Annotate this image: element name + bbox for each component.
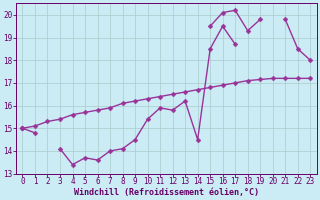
X-axis label: Windchill (Refroidissement éolien,°C): Windchill (Refroidissement éolien,°C) [74,188,259,197]
